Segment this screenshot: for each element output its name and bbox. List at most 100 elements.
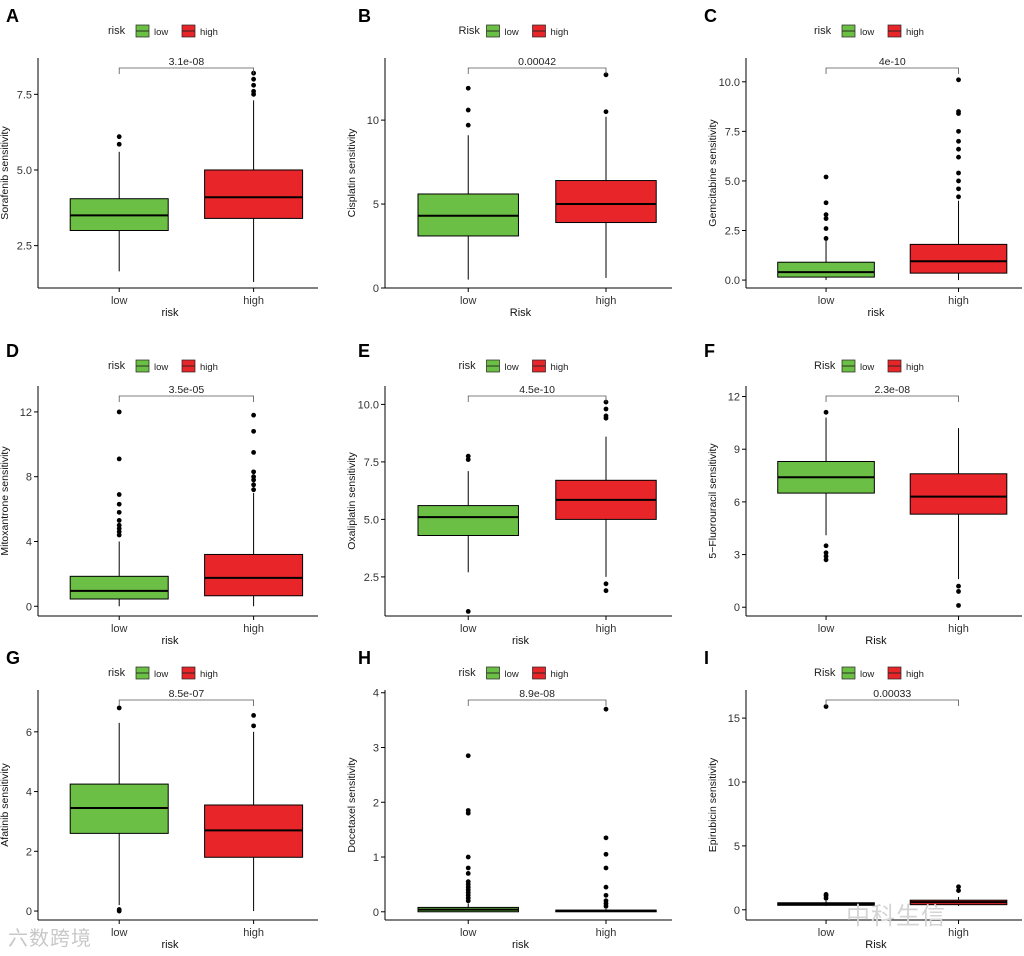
- y-tick-label: 0: [373, 907, 379, 919]
- panel-b: B Risk low high 0 5 10 low high Risk Cisplatin sen…: [346, 6, 672, 319]
- outlier-point: [956, 178, 961, 184]
- legend-label-low: low: [505, 669, 519, 680]
- panel-label: G: [6, 648, 20, 668]
- outlier-point: [823, 409, 829, 415]
- legend-label-high: high: [906, 27, 924, 38]
- legend: Risk low high: [814, 359, 924, 373]
- y-tick-label: 15: [728, 713, 740, 725]
- outlier-point: [251, 474, 256, 480]
- y-tick-label: 0: [373, 283, 379, 295]
- y-axis-title: Gemcitabine sensitivity: [707, 119, 719, 227]
- x-axis-title: risk: [867, 307, 885, 319]
- outlier-point: [823, 550, 829, 556]
- bracket-line: [118, 395, 254, 402]
- box-low: [777, 174, 875, 281]
- legend: Risk low high: [814, 666, 924, 680]
- outlier-point: [251, 482, 256, 488]
- outlier-point: [116, 518, 122, 523]
- outlier-point: [823, 226, 829, 231]
- outlier-point: [823, 704, 829, 710]
- y-axis-title: Oxaliplatin sensitivity: [346, 452, 358, 550]
- x-tick-label: high: [948, 295, 969, 307]
- p-value: 0.00033: [873, 688, 911, 700]
- x-tick-label: low: [818, 623, 835, 635]
- watermark-left: 六数跨境: [8, 926, 92, 950]
- outlier-point: [823, 200, 829, 206]
- outlier-point: [603, 72, 609, 78]
- p-value: 3.1e-08: [169, 56, 205, 68]
- outlier-point: [603, 898, 609, 904]
- x-tick-label: high: [948, 623, 969, 635]
- box-high: [204, 712, 304, 912]
- box-iqr: [69, 575, 169, 600]
- y-tick-label: 3: [373, 743, 379, 755]
- p-value: 8.5e-07: [169, 688, 205, 700]
- legend-title: risk: [459, 667, 477, 679]
- y-tick-label: 0: [734, 602, 740, 614]
- significance-bracket: 0.00033: [825, 688, 959, 706]
- y-tick-label: 0.0: [725, 275, 740, 287]
- outlier-point: [956, 170, 961, 176]
- p-value: 4.5e-10: [519, 384, 555, 396]
- legend-title: risk: [459, 360, 477, 372]
- bracket-line: [467, 395, 607, 402]
- x-tick-label: low: [111, 623, 128, 635]
- y-axis-title: Docetaxel sensitivity: [346, 757, 358, 853]
- box-high: [555, 72, 657, 278]
- y-tick-label: 4: [373, 688, 379, 700]
- x-tick-label: high: [243, 623, 264, 635]
- outlier-point: [603, 835, 609, 841]
- box-high: [909, 428, 1008, 608]
- y-axis-title: Sorafenib sensitivity: [0, 126, 11, 220]
- y-tick-label: 4: [26, 787, 32, 799]
- y-tick-label: 0: [734, 905, 740, 917]
- outlier-point: [956, 77, 961, 83]
- bracket-line: [118, 699, 254, 706]
- y-tick-label: 3: [734, 550, 740, 562]
- x-tick-label: low: [460, 927, 477, 939]
- y-tick-label: 0: [26, 601, 32, 613]
- legend-title: Risk: [814, 360, 836, 372]
- y-tick-label: 10.0: [358, 399, 379, 411]
- outlier-point: [603, 413, 609, 419]
- significance-bracket: 8.9e-08: [467, 688, 607, 706]
- x-tick-label: high: [596, 623, 617, 635]
- legend: risk low high: [459, 359, 568, 373]
- box-high: [555, 399, 657, 594]
- legend-label-low: low: [154, 27, 168, 38]
- outlier-point: [603, 865, 609, 871]
- y-tick-label: 2: [373, 797, 379, 809]
- outlier-point: [603, 892, 609, 898]
- outlier-point: [251, 76, 256, 82]
- panel-label: C: [704, 6, 717, 26]
- significance-bracket: 3.1e-08: [118, 56, 254, 74]
- bracket-line: [825, 395, 959, 402]
- outlier-point: [465, 457, 471, 462]
- legend-title: risk: [108, 360, 126, 372]
- box-high: [204, 70, 304, 282]
- outlier-point: [603, 884, 609, 890]
- p-value: 4e-10: [879, 56, 906, 68]
- box-iqr: [909, 473, 1008, 515]
- outlier-point: [116, 501, 122, 507]
- p-value: 8.9e-08: [519, 688, 555, 700]
- y-tick-label: 10: [728, 777, 740, 789]
- y-tick-label: 7.5: [364, 457, 379, 469]
- x-axis-title: risk: [161, 635, 179, 647]
- legend-label-high: high: [551, 27, 569, 38]
- y-tick-label: 0: [26, 906, 32, 918]
- legend: Risk low high: [459, 24, 569, 38]
- box-iqr: [909, 243, 1008, 274]
- y-tick-label: 1: [373, 852, 379, 864]
- box-low: [777, 704, 875, 906]
- x-tick-label: low: [111, 927, 128, 939]
- outlier-point: [465, 879, 471, 885]
- outlier-point: [251, 450, 256, 455]
- outlier-point: [465, 453, 471, 459]
- panel-label: H: [358, 648, 371, 668]
- outlier-point: [956, 186, 961, 192]
